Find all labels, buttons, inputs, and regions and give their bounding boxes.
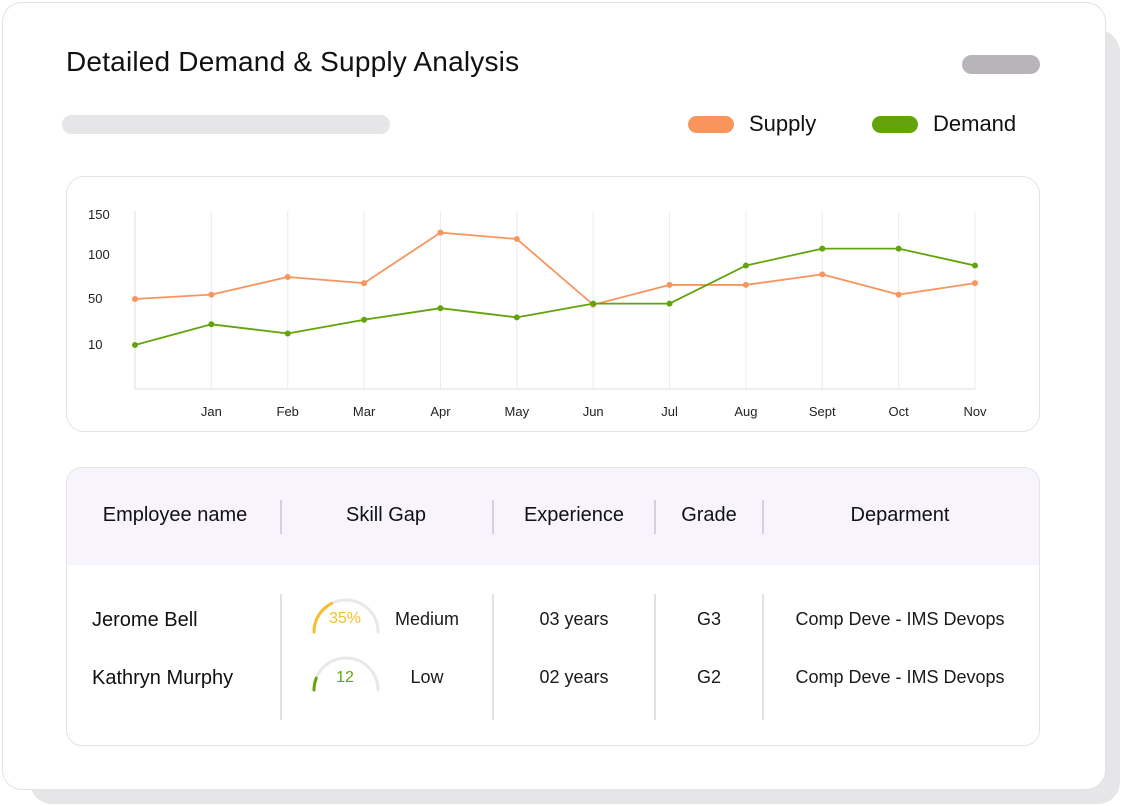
data-point-demand [895,245,902,252]
x-tick-label: Jan [201,404,222,419]
legend-swatch-demand [872,115,918,133]
data-point-demand [819,245,826,252]
header-department: Deparment [850,504,950,526]
series-line-supply [134,231,976,306]
data-point-supply [742,281,749,288]
y-tick-label: 50 [88,291,102,306]
data-point-demand [361,316,368,323]
data-point-supply [895,291,902,298]
grade-value: G3 [696,609,722,629]
data-point-demand [284,330,291,337]
header-skill-gap: Skill Gap [345,504,427,526]
page-title: Detailed Demand & Supply Analysis [66,46,520,77]
experience-value: 03 years [539,609,609,629]
data-point-supply [819,271,826,278]
employee-name: Kathryn Murphy [92,667,234,689]
skill-gap-gauge [312,656,380,692]
header-grade: Grade [681,504,737,526]
department-value: Comp Deve - IMS Devops [795,667,1005,687]
x-tick-label: Jul [661,404,678,419]
x-tick-label: Jun [583,404,604,419]
x-tick-label: Mar [353,404,376,419]
y-tick-label: 100 [88,247,110,262]
legend-label-demand: Demand [933,111,1017,136]
column-divider [762,594,764,720]
placeholder-button[interactable] [962,55,1040,74]
data-point-supply [437,229,444,236]
legend-swatch-supply [688,115,734,133]
legend-item-supply[interactable]: Supply [688,108,816,140]
data-point-supply [666,281,673,288]
x-tick-label: May [505,404,530,419]
y-tick-label: 10 [88,337,102,352]
employee-table: Employee name Skill Gap Experience Grade… [66,467,1040,746]
x-tick-label: Sept [809,404,836,419]
data-point-demand [590,300,597,307]
data-point-demand [132,342,138,348]
y-tick-label: 150 [88,207,110,222]
legend-item-demand[interactable]: Demand [872,108,1016,140]
x-tick-label: Aug [734,404,757,419]
column-divider [492,594,494,720]
series-line-demand [134,247,976,346]
header-experience: Experience [523,504,625,526]
chart-panel: 10 50 100 150 Jan Feb Mar Apr May Jun Jul Aug Sept Oc… [66,176,1040,432]
header-divider [762,500,764,534]
header-employee-name: Employee name [102,504,248,526]
table-header [67,468,1039,565]
data-point-demand [513,314,520,321]
column-divider [654,594,656,720]
data-point-supply [132,296,138,302]
data-point-demand [972,262,978,269]
line-chart: 10 50 100 150 Jan Feb Mar Apr May Jun Jul Aug Sept Oc… [88,207,987,419]
header-divider [492,500,494,534]
experience-value: 02 years [539,667,609,687]
department-value: Comp Deve - IMS Devops [795,609,1005,629]
header-divider [654,500,656,534]
x-tick-label: Nov [963,404,987,419]
data-point-supply [513,236,520,242]
data-point-supply [284,274,291,280]
column-divider [280,594,282,720]
x-tick-label: Feb [277,404,299,419]
data-point-demand [742,262,749,269]
employee-name: Jerome Bell [92,609,198,631]
skill-gap-value: 12 [336,669,354,686]
data-point-demand [208,321,215,328]
data-point-supply [972,280,978,287]
skill-gap-level: Medium [394,609,460,629]
data-point-supply [208,291,215,298]
data-point-demand [437,305,444,312]
data-point-supply [361,280,368,287]
placeholder-bar [62,115,390,134]
skill-gap-value: 35% [328,610,362,627]
header-divider [280,500,282,534]
grade-value: G2 [696,667,722,687]
x-tick-label: Apr [430,404,451,419]
legend-label-supply: Supply [749,111,817,136]
data-point-demand [666,300,673,307]
skill-gap-level: Low [410,667,444,687]
skill-gap-gauge [312,598,380,634]
x-tick-label: Oct [889,404,910,419]
